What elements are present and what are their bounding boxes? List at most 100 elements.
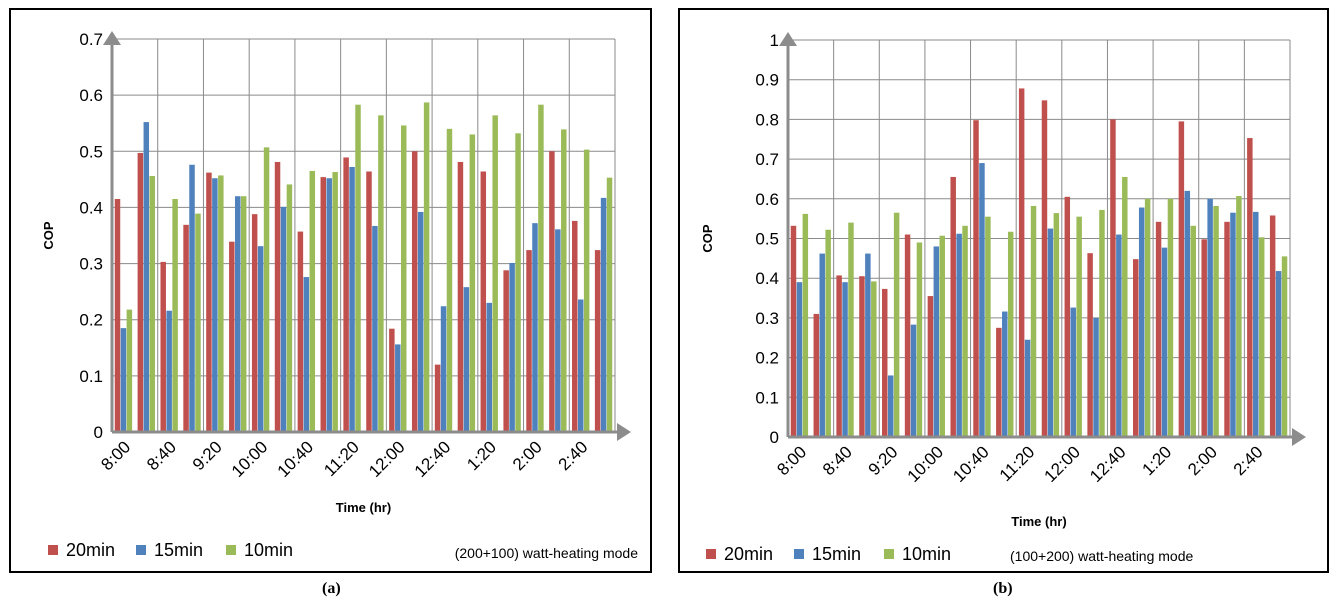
bar-10min-2:00: [1213, 205, 1219, 437]
bar-20min-12:20: [1087, 253, 1093, 437]
chart-a-svg: 00.10.20.30.40.50.60.78:00 8:40 9:20 10:00 1…: [41, 30, 638, 561]
bar-20min-8:40: [836, 275, 842, 437]
x-tick-label: 10:40: [949, 442, 993, 486]
bar-10min-10:40: [309, 170, 316, 432]
bar-10min-3:00: [1281, 256, 1288, 437]
y-axis-arrow-icon: [103, 31, 121, 45]
bar-20min-1:00: [1133, 259, 1139, 437]
bar-10min-2:20: [561, 129, 567, 432]
x-axis-title: Time (hr): [336, 500, 391, 515]
legend-swatch-15min: [794, 549, 804, 559]
bar-15min-1:20: [486, 302, 492, 432]
x-axis-arrow-icon: [1292, 428, 1306, 446]
bar-20min-8:20: [813, 313, 820, 437]
bar-20min-10:00: [251, 214, 258, 432]
bar-15min-11:00: [326, 178, 332, 432]
mode-annotation: (100+200) watt-heating mode: [1010, 548, 1193, 564]
bar-20min-1:40: [503, 270, 509, 432]
bar-10min-9:20: [893, 212, 900, 437]
y-tick-label: 0.8: [755, 110, 779, 129]
chart-panel-b: 0 0.1 0.2 0.3 0.4 0.5 0.6 0.7 0.8 0.9 1 8:00 8:40 9:2…: [678, 8, 1329, 573]
bar-15min-1:40: [509, 263, 515, 432]
y-tick-label: 0.3: [755, 309, 779, 328]
x-tick-label: 2:00: [509, 437, 546, 474]
y-tick-label: 0.2: [79, 311, 103, 330]
y-tick-label: 0.7: [79, 30, 103, 49]
bar-10min-8:20: [149, 175, 155, 432]
bar-15min-8:20: [143, 122, 150, 432]
bar-20min-3:00: [594, 250, 601, 432]
bar-10min-11:40: [378, 115, 384, 433]
bar-10min-8:40: [848, 222, 854, 437]
y-axis-title: COP: [41, 221, 56, 250]
bar-15min-2:40: [577, 299, 584, 432]
x-tick-label: 1:20: [1138, 442, 1175, 479]
x-tick-label: 10:00: [228, 437, 272, 481]
bar-10min-1:00: [1144, 198, 1151, 437]
bar-20min-1:40: [1178, 121, 1185, 437]
bar-20min-11:40: [1041, 100, 1048, 438]
bar-10min-1:40: [515, 133, 521, 432]
y-tick-label: 0.2: [755, 349, 779, 368]
bar-10min-8:20: [825, 229, 831, 437]
x-tick-label: 11:20: [320, 437, 363, 480]
x-tick-label: 12:40: [411, 437, 455, 481]
bar-15min-9:40: [910, 324, 917, 437]
y-tick-label: 0.5: [79, 142, 103, 161]
bar-20min-8:00: [114, 199, 121, 432]
bar-20min-12:00: [1064, 196, 1071, 437]
bar-15min-10:40: [979, 163, 985, 437]
y-tick-label: 0.4: [755, 269, 779, 288]
bar-10min-10:00: [939, 235, 945, 437]
bar-10min-1:00: [469, 134, 476, 432]
y-tick-label: 0: [770, 428, 779, 447]
bar-10min-3:00: [606, 177, 613, 432]
bar-15min-8:40: [166, 310, 172, 432]
bar-20min-1:20: [480, 171, 487, 433]
y-tick-label: 0.5: [755, 230, 779, 249]
bar-15min-8:00: [796, 282, 803, 437]
bar-15min-11:40: [1047, 228, 1054, 437]
y-axis-arrow-icon: [779, 32, 797, 46]
bar-10min-11:20: [1030, 205, 1037, 437]
bar-15min-10:00: [933, 246, 940, 437]
y-axis-title: COP: [700, 224, 715, 253]
legend-swatch-20min: [48, 545, 58, 555]
bar-15min-1:40: [1184, 190, 1191, 437]
bar-10min-11:00: [1007, 231, 1014, 437]
x-tick-label: 2:40: [555, 437, 592, 474]
bar-15min-12:20: [1093, 317, 1099, 437]
bar-20min-9:20: [206, 172, 212, 432]
x-tick-label: 9:20: [189, 437, 226, 474]
bar-15min-2:20: [1230, 212, 1236, 437]
x-tick-label: 2:40: [1230, 442, 1267, 479]
bar-10min-10:20: [962, 225, 968, 437]
bar-15min-10:40: [303, 277, 310, 432]
bar-10min-12:20: [423, 102, 430, 432]
bar-15min-11:00: [1002, 311, 1008, 437]
bar-20min-1:00: [457, 161, 464, 432]
bar-10min-11:00: [332, 172, 338, 432]
bar-20min-10:40: [973, 120, 979, 437]
y-tick-label: 0.3: [79, 255, 103, 274]
bar-15min-2:20: [555, 229, 561, 432]
bar-10min-10:40: [985, 216, 991, 437]
y-tick-label: 0.6: [79, 86, 103, 105]
bar-15min-10:20: [280, 206, 287, 432]
bar-20min-2:40: [1247, 138, 1253, 437]
bar-20min-2:20: [549, 151, 555, 433]
bar-15min-1:00: [1138, 207, 1145, 437]
bar-15min-12:00: [395, 344, 401, 432]
x-tick-label: 9:20: [865, 442, 902, 479]
bar-20min-8:40: [160, 261, 166, 432]
x-tick-label: 8:00: [97, 437, 134, 474]
bar-15min-11:20: [1024, 339, 1031, 437]
legend-label-15min: 15min: [154, 540, 203, 560]
x-tick-label: 8:40: [143, 437, 180, 474]
x-tick-label: 1:20: [463, 437, 500, 474]
bar-20min-10:00: [927, 296, 934, 437]
y-tick-label: 1: [770, 31, 779, 50]
bar-20min-12:40: [434, 364, 441, 432]
bar-20min-11:00: [320, 177, 327, 432]
bar-10min-12:00: [1076, 216, 1082, 437]
